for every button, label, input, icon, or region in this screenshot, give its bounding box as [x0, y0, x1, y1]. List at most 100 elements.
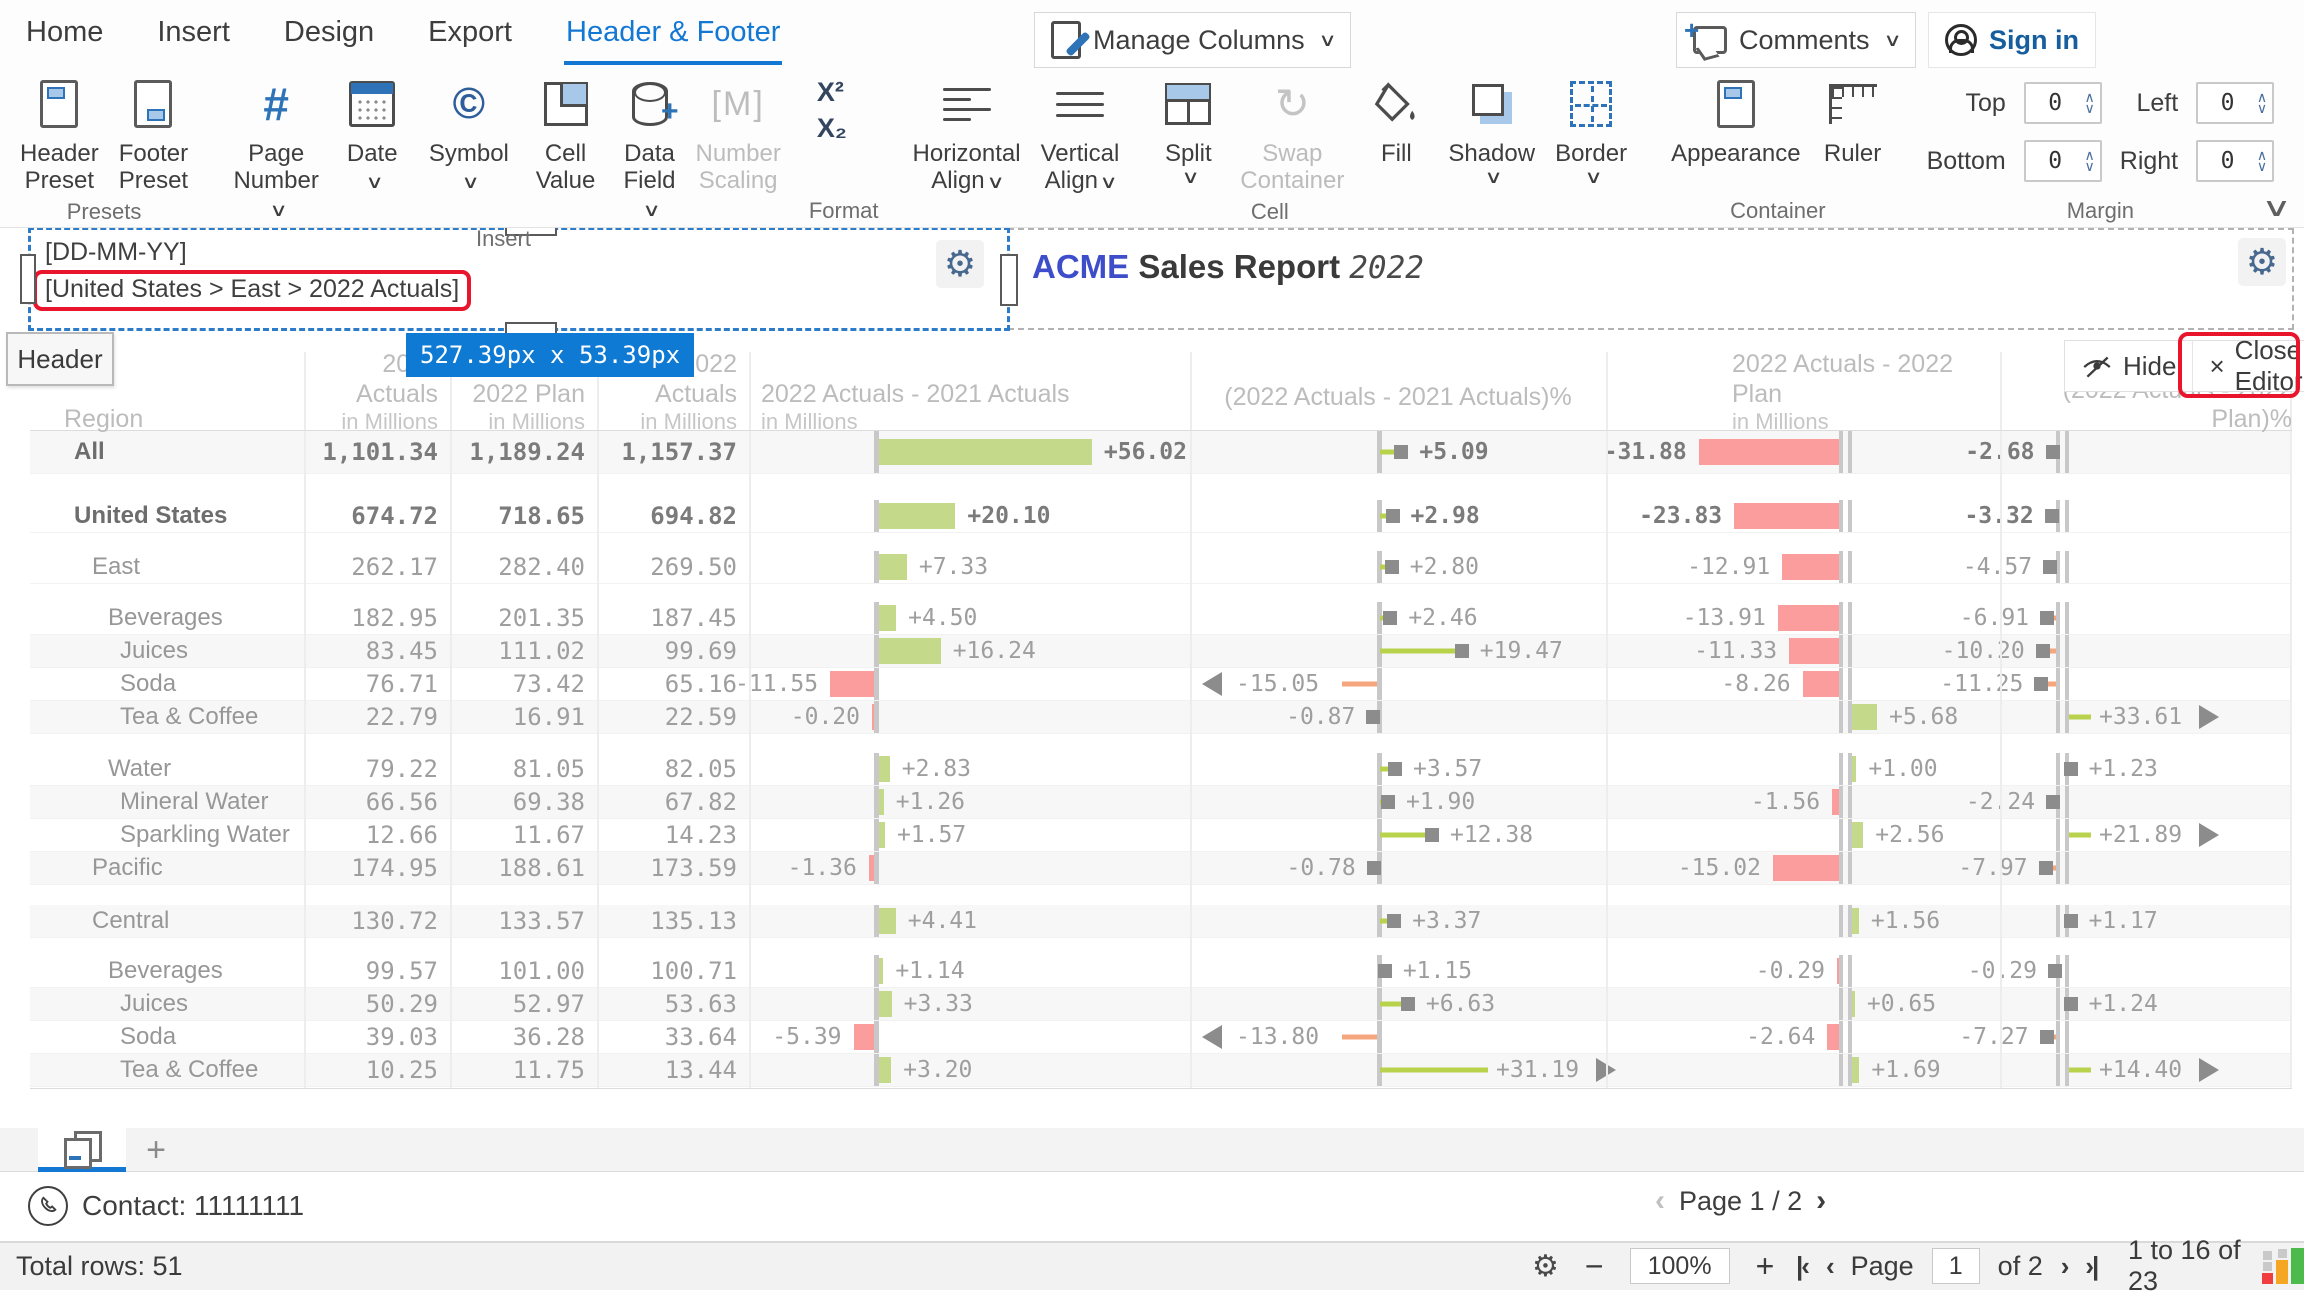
pin-value-label: -3.32 — [1964, 503, 2034, 529]
table-row[interactable]: Pacific 174.95 188.61 173.59 -1.36 -0.78 -15.0… — [30, 852, 2292, 885]
plan-pct-chart-cell: -2.68 — [1965, 430, 2292, 473]
spinner-down-icon[interactable]: ∨ — [2084, 100, 2095, 116]
column-header-diff-abs[interactable]: 2022 Actuals - 2021 Actuals in Millions — [749, 350, 1190, 441]
previous-page-button[interactable]: ‹ — [1825, 1250, 1835, 1281]
last-page-button[interactable]: ›| — [2085, 1250, 2099, 1281]
comments-button[interactable]: + Comments ∨ — [1676, 12, 1916, 68]
sign-in-button[interactable]: Sign in — [1928, 12, 2096, 68]
appearance-button[interactable]: Appearance — [1661, 70, 1810, 171]
zoom-in-button[interactable]: + — [1755, 1247, 1775, 1284]
table-row[interactable]: Beverages 182.95 201.35 187.45 +4.50 +2.46 -13… — [30, 602, 2292, 635]
collapse-ribbon-icon[interactable]: ∨ — [2261, 192, 2292, 222]
table-row[interactable]: All 1,101.34 1,189.24 1,157.37 +56.02 +5.09 -3… — [30, 430, 2292, 474]
footer-preset-button[interactable]: Footer Preset — [109, 70, 198, 199]
fill-button[interactable]: Fill — [1354, 70, 1438, 171]
left-cell-gear-icon[interactable]: ⚙ — [936, 240, 984, 288]
date-placeholder[interactable]: [DD-MM-YY] — [45, 238, 187, 266]
table-row[interactable]: Tea & Coffee 22.79 16.91 22.59 -0.20 -0.87 +5.… — [30, 701, 2292, 734]
first-page-button[interactable]: |‹ — [1796, 1250, 1810, 1281]
page-number-input[interactable]: 1 — [1931, 1248, 1980, 1284]
table-row[interactable]: Central 130.72 133.57 135.13 +4.41 +3.37 +1.56… — [30, 905, 2292, 938]
spinner-down-icon[interactable]: ∨ — [2256, 158, 2268, 174]
add-sheet-button[interactable]: + — [146, 1130, 166, 1169]
superscript-button[interactable]: X² — [816, 77, 844, 107]
close-editor-button[interactable]: × Close Editor — [2193, 335, 2304, 396]
table-row[interactable]: Juices 50.29 52.97 53.63 +3.33 +6.63 +0.65 +1.2… — [30, 988, 2292, 1021]
hide-button[interactable]: Hide — [2065, 341, 2194, 391]
table-row[interactable]: Beverages 99.57 101.00 100.71 +1.14 +1.15 -0.2… — [30, 955, 2292, 988]
subscript-button[interactable]: X₂ — [816, 113, 847, 144]
pin-marker — [1383, 611, 1398, 625]
table-row[interactable]: Tea & Coffee 10.25 11.75 13.44 +3.20 +31.19 +1… — [30, 1054, 2292, 1087]
spinner-down-icon[interactable]: ∨ — [2084, 158, 2095, 174]
tab-export[interactable]: Export — [428, 16, 512, 48]
margin-left-stepper[interactable]: 0 ∧ ∨ — [2196, 82, 2275, 124]
tab-design[interactable]: Design — [283, 16, 375, 48]
next-page-button[interactable]: › — [2060, 1250, 2070, 1281]
horizontal-align-button[interactable]: Horizontal Align∨ — [903, 70, 1031, 199]
chart-axis — [874, 500, 879, 532]
cell-value-button[interactable]: Cell Value — [524, 70, 608, 199]
resize-handle-left[interactable] — [20, 254, 36, 304]
symbol-button[interactable]: © Symbol ∨ — [414, 70, 523, 199]
margin-bottom-value: 0 — [2048, 148, 2063, 174]
cell-2022-plan: 69.38 — [512, 788, 585, 816]
page-next-icon[interactable]: › — [1816, 1184, 1827, 1217]
date-button[interactable]: Date ∨ — [330, 70, 414, 199]
page-prev-icon[interactable]: ‹ — [1655, 1184, 1665, 1217]
table-row[interactable]: Water 79.22 81.05 82.05 +2.83 +3.57 +1.00 +1.23 — [30, 753, 2292, 786]
border-button[interactable]: Border ∨ — [1545, 70, 1637, 192]
header-preset-label: Header Preset — [20, 140, 99, 195]
page-indicator: ‹ Page 1 / 2 › — [1655, 1184, 1826, 1218]
column-header-plan-abs[interactable]: 2022 Actuals - 2022 Plan in Millions — [1606, 350, 2000, 441]
column-header-region[interactable]: Region — [30, 350, 304, 441]
data-field-button[interactable]: + Data Field ∨ — [608, 70, 692, 226]
vertical-align-button[interactable]: Vertical Align∨ — [1031, 70, 1130, 199]
margin-bottom-stepper[interactable]: 0 ∧ ∨ — [2023, 140, 2102, 182]
table-row[interactable]: Sparkling Water 12.66 11.67 14.23 +1.57 +12.3… — [30, 819, 2292, 852]
report-title[interactable]: ACME Sales Report 2022 — [1032, 248, 1424, 286]
row-label: Juices — [120, 990, 189, 1017]
table-row[interactable]: Mineral Water 66.56 69.38 67.82 +1.26 +1.90 -1… — [30, 786, 2292, 819]
tab-insert[interactable]: Insert — [157, 16, 230, 48]
table-row[interactable]: Soda 76.71 73.42 65.16 -11.55 -15.05 -8.26 -11.… — [30, 668, 2292, 701]
ruler-button[interactable]: Ruler — [1811, 70, 1895, 171]
bar-value-label: +7.33 — [918, 554, 989, 580]
table-row[interactable]: East 262.17 282.40 269.50 +7.33 +2.80 -12.91 -4… — [30, 551, 2292, 584]
chart-axis — [1848, 1054, 1852, 1086]
manage-columns-button[interactable]: Manage Columns ∨ — [1034, 12, 1351, 68]
header-preset-button[interactable]: Header Preset — [10, 70, 109, 199]
spinner-up-icon[interactable]: ∧ — [2256, 88, 2268, 105]
zoom-out-button[interactable]: − — [1584, 1247, 1604, 1284]
settings-gear-icon[interactable]: ⚙ — [1532, 1249, 1559, 1283]
table-row[interactable]: Juices 83.45 111.02 99.69 +16.24 +19.47 -11.33… — [30, 635, 2292, 668]
zoom-level-input[interactable]: 100% — [1629, 1248, 1730, 1284]
shadow-button[interactable]: Shadow ∨ — [1438, 70, 1545, 192]
split-button[interactable]: Split ∨ — [1146, 70, 1230, 192]
tab-home[interactable]: Home — [26, 16, 104, 48]
spinner-up-icon[interactable]: ∧ — [2084, 88, 2095, 105]
pin-marker — [2043, 560, 2058, 574]
spinner-down-icon[interactable]: ∨ — [2256, 100, 2268, 116]
tab-header-footer[interactable]: Header & Footer — [564, 8, 783, 65]
value-bar — [1852, 822, 1864, 848]
diff-abs-chart-cell: +3.20 — [749, 1054, 1190, 1086]
page-number-button[interactable]: # Page Number ∨ — [222, 70, 330, 226]
column-header-diff-pct[interactable]: (2022 Actuals - 2021 Actuals)% — [1190, 350, 1606, 441]
right-cell-gear-icon[interactable]: ⚙ — [2238, 238, 2286, 286]
resize-handle-middle[interactable] — [1000, 254, 1018, 306]
chart-axis — [1377, 1054, 1382, 1086]
table-row[interactable]: Soda 39.03 36.28 33.64 -5.39 -13.80 -2.64 -7.27 — [30, 1021, 2292, 1054]
sheet-tab-active[interactable] — [38, 1128, 126, 1172]
bar-value-label: -11.33 — [1694, 638, 1778, 664]
cell-2022-plan: 36.28 — [512, 1023, 585, 1051]
diff-abs-chart-cell: +16.24 — [749, 635, 1190, 667]
diff-abs-chart-cell: +4.50 — [749, 602, 1190, 634]
column-header-2022-plan[interactable]: 2022 Plan in Millions — [450, 350, 597, 441]
spinner-up-icon[interactable]: ∧ — [2256, 146, 2268, 163]
margin-top-stepper[interactable]: 0 ∧ ∨ — [2023, 82, 2102, 124]
spinner-up-icon[interactable]: ∧ — [2084, 146, 2095, 163]
margin-right-stepper[interactable]: 0 ∧ ∨ — [2196, 140, 2275, 182]
table-row[interactable]: United States 674.72 718.65 694.82 +20.10 +2.… — [30, 500, 2292, 533]
breadcrumb-placeholder[interactable]: [United States > East > 2022 Actuals] — [45, 275, 460, 303]
